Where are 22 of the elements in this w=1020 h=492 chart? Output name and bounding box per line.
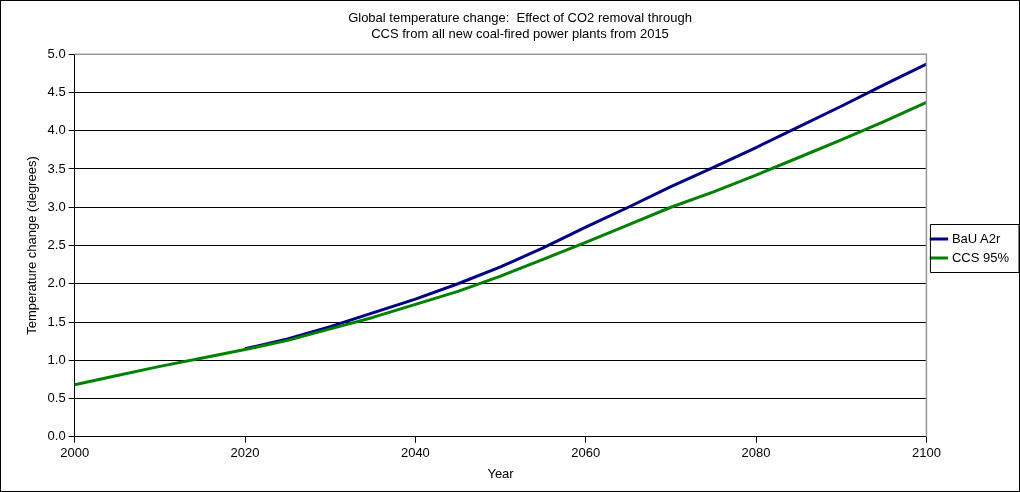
x-tick-label: 2000 [60, 445, 90, 461]
x-tick-label: 2060 [571, 445, 601, 461]
legend-label: CCS 95% [951, 249, 1010, 265]
y-tick-label: 4.0 [47, 122, 66, 138]
x-tick-label: 2040 [400, 445, 430, 461]
y-tick-label: 4.5 [47, 84, 66, 100]
y-tick-label: 3.5 [47, 160, 66, 176]
y-tick-label: 3.0 [47, 198, 66, 214]
legend-label: BaU A2r [951, 230, 1002, 246]
y-axis-title: Temperature change (degrees) [24, 156, 40, 335]
x-tick-label: 2100 [911, 445, 941, 461]
x-tick-label: 2080 [741, 445, 771, 461]
x-tick-label: 2020 [230, 445, 260, 461]
y-tick-label: 0.5 [47, 390, 66, 406]
y-tick-label: 0.0 [47, 428, 66, 444]
chart-title: Global temperature change: Effect of CO2 removal through CCS from all new coal-fired power plants from 2015 [348, 10, 692, 41]
x-axis-title: Year [487, 465, 515, 481]
y-tick-label: 5.0 [47, 45, 66, 61]
y-tick-label: 1.0 [47, 351, 66, 367]
y-tick-label: 1.5 [47, 313, 66, 329]
y-tick-label: 2.5 [47, 237, 66, 253]
y-tick-label: 2.0 [47, 275, 66, 291]
